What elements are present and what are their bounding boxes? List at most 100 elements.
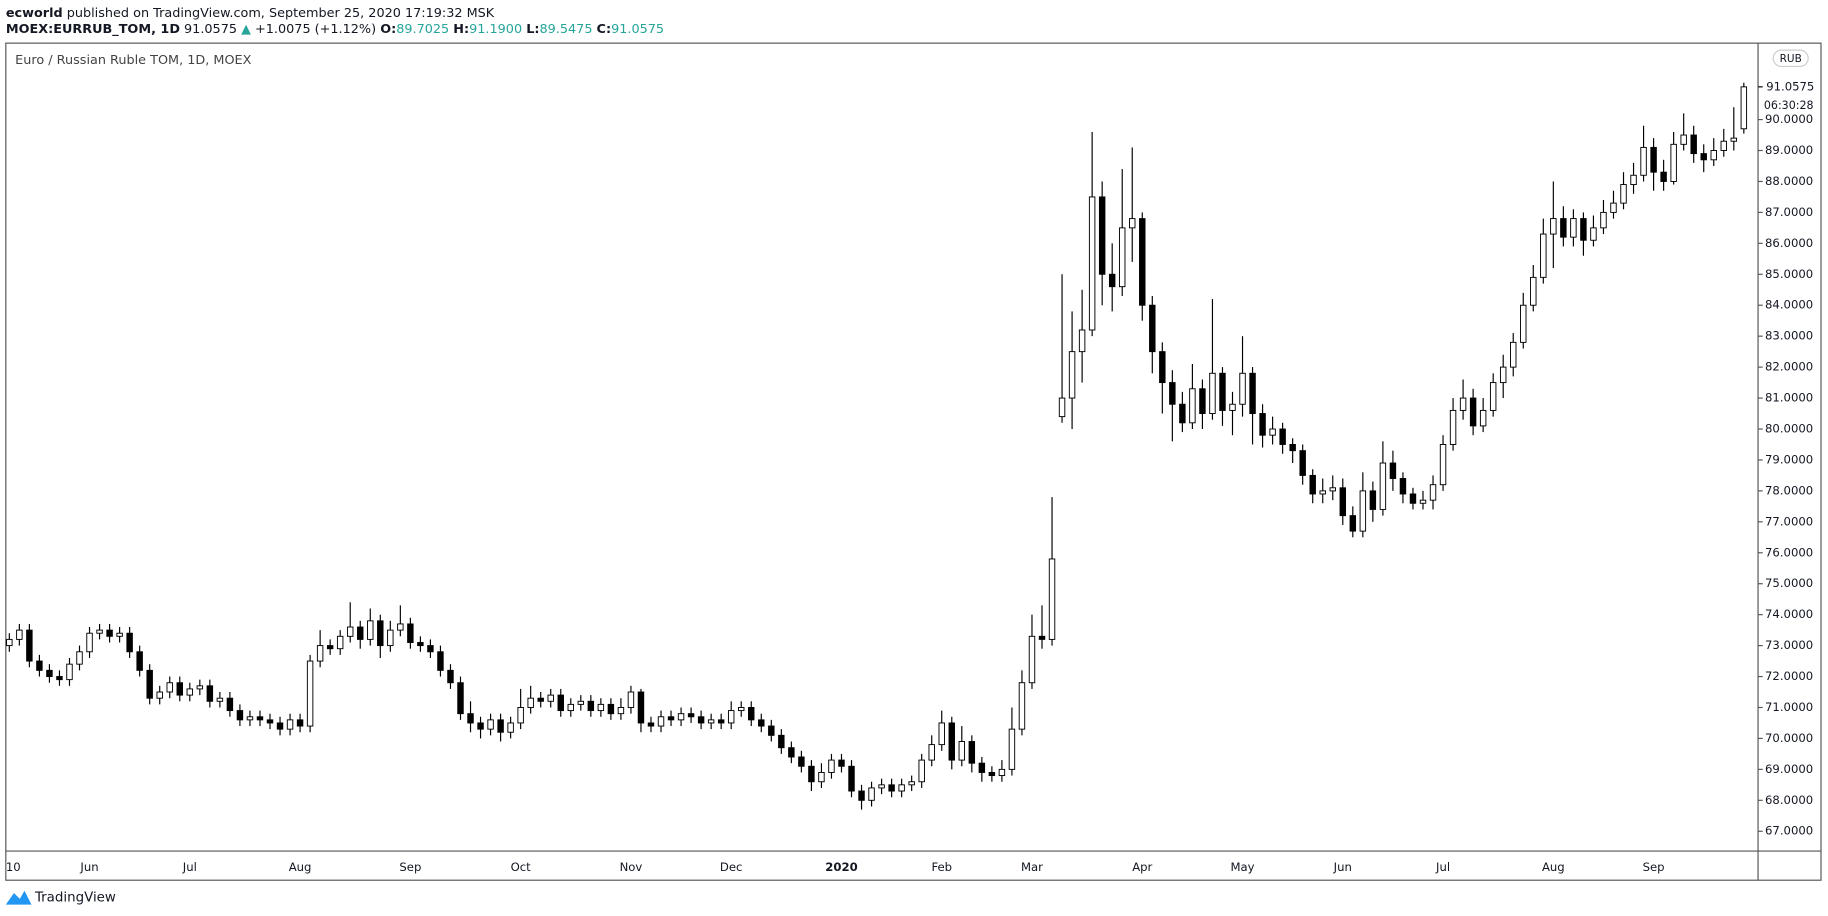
candle-body	[447, 669, 454, 684]
candle-body	[828, 759, 835, 773]
candle-body	[457, 682, 464, 715]
candle-body	[1379, 462, 1387, 510]
candle-body	[1399, 478, 1407, 495]
candle-body	[1219, 372, 1226, 411]
candle-body	[838, 759, 845, 767]
last: 91.0575	[184, 22, 237, 37]
candle-body	[1018, 682, 1026, 730]
candle-body	[1269, 428, 1276, 436]
candle-body	[1068, 351, 1076, 399]
candle-body	[1570, 218, 1577, 238]
candle-body	[1229, 403, 1236, 411]
y-tick-label: 76.0000	[1765, 545, 1813, 559]
candle-body	[717, 719, 725, 724]
o-value: 89.7025	[396, 22, 449, 37]
candle-body	[26, 629, 33, 662]
candle-body	[186, 688, 194, 696]
candle-body	[336, 635, 344, 650]
y-tick-label: 69.0000	[1765, 762, 1813, 776]
candle-body	[1359, 490, 1367, 532]
candle-body	[888, 784, 895, 792]
candle-body	[146, 669, 153, 699]
x-tick-label: Sep	[1643, 860, 1665, 874]
candle-body	[1610, 202, 1617, 213]
candle-body	[617, 707, 625, 715]
candle-body	[1560, 218, 1567, 238]
x-tick-label: Feb	[931, 860, 952, 874]
candle-body	[1159, 351, 1166, 384]
candle-body	[1720, 140, 1727, 151]
y-tick-label: 79.0000	[1765, 452, 1813, 466]
y-tick-label: 75.0000	[1765, 576, 1813, 590]
candle-body	[898, 784, 905, 792]
candle-body	[1058, 397, 1066, 418]
candle-body	[517, 707, 524, 724]
candle-body	[948, 722, 955, 761]
candle-body	[988, 771, 996, 777]
y-tick-label: 87.0000	[1765, 205, 1813, 219]
y-tick-label: 68.0000	[1765, 793, 1813, 807]
candle-body	[1329, 487, 1336, 492]
published: published on TradingView.com, September …	[67, 5, 495, 20]
candle-body	[1710, 150, 1717, 161]
candle-body	[206, 685, 214, 702]
candle-body	[1048, 558, 1056, 640]
candle-body	[1640, 146, 1647, 176]
candle-body	[1600, 211, 1607, 229]
candle-body	[497, 719, 504, 733]
candle-body	[758, 719, 765, 727]
candle-body	[357, 626, 364, 640]
candle-body	[306, 660, 314, 727]
brand: TradingView	[34, 891, 116, 906]
candle-body	[1510, 341, 1517, 368]
candle-body	[1449, 409, 1457, 445]
candle-body	[657, 716, 665, 727]
candle-body	[1349, 515, 1357, 532]
candle-body	[126, 632, 133, 653]
candle-body	[76, 651, 83, 665]
candle-body	[1459, 397, 1467, 411]
candle-body	[417, 642, 424, 647]
candle-body	[216, 697, 224, 702]
candle-body	[577, 700, 585, 705]
candle-body	[377, 620, 384, 647]
candle-body	[1700, 153, 1707, 161]
frame	[5, 42, 1822, 881]
x-tick-label: Apr	[1132, 860, 1152, 874]
candle-body	[1289, 444, 1296, 452]
candle-body	[176, 682, 183, 696]
currency-badge[interactable]	[1772, 49, 1809, 68]
x-tick-label: 10	[6, 860, 21, 874]
x-tick-label: Mar	[1021, 860, 1043, 874]
candle-body	[1038, 635, 1046, 640]
candle-body	[1439, 444, 1447, 486]
y-tick-label: 90.0000	[1765, 112, 1813, 126]
candle-body	[1389, 462, 1397, 479]
candle-body	[697, 716, 705, 724]
candle-body	[1319, 490, 1326, 495]
candle-body	[1489, 382, 1497, 411]
candle-body	[316, 645, 324, 662]
candle-body	[557, 694, 564, 712]
candle-body	[96, 629, 103, 634]
last-price-label: 91.0575	[1766, 79, 1814, 93]
candle-body	[296, 719, 304, 727]
candle-body	[1028, 635, 1036, 684]
candle-body	[1279, 428, 1286, 445]
o-label: O:	[380, 22, 396, 37]
candle-body	[437, 651, 444, 671]
h-label: H:	[453, 22, 469, 37]
y-tick-label: 70.0000	[1765, 731, 1813, 745]
candle-body	[1129, 218, 1136, 229]
y-tick-label: 85.0000	[1765, 267, 1813, 281]
candle-body	[1740, 86, 1748, 130]
currency: RUB	[1780, 53, 1802, 65]
candle-body	[1650, 146, 1657, 173]
candle-body	[246, 716, 254, 721]
x-tick-label: Jun	[79, 860, 98, 874]
candle-body	[1429, 484, 1437, 501]
x-tick-label: Sep	[399, 860, 421, 874]
y-tick-label: 72.0000	[1765, 669, 1813, 683]
